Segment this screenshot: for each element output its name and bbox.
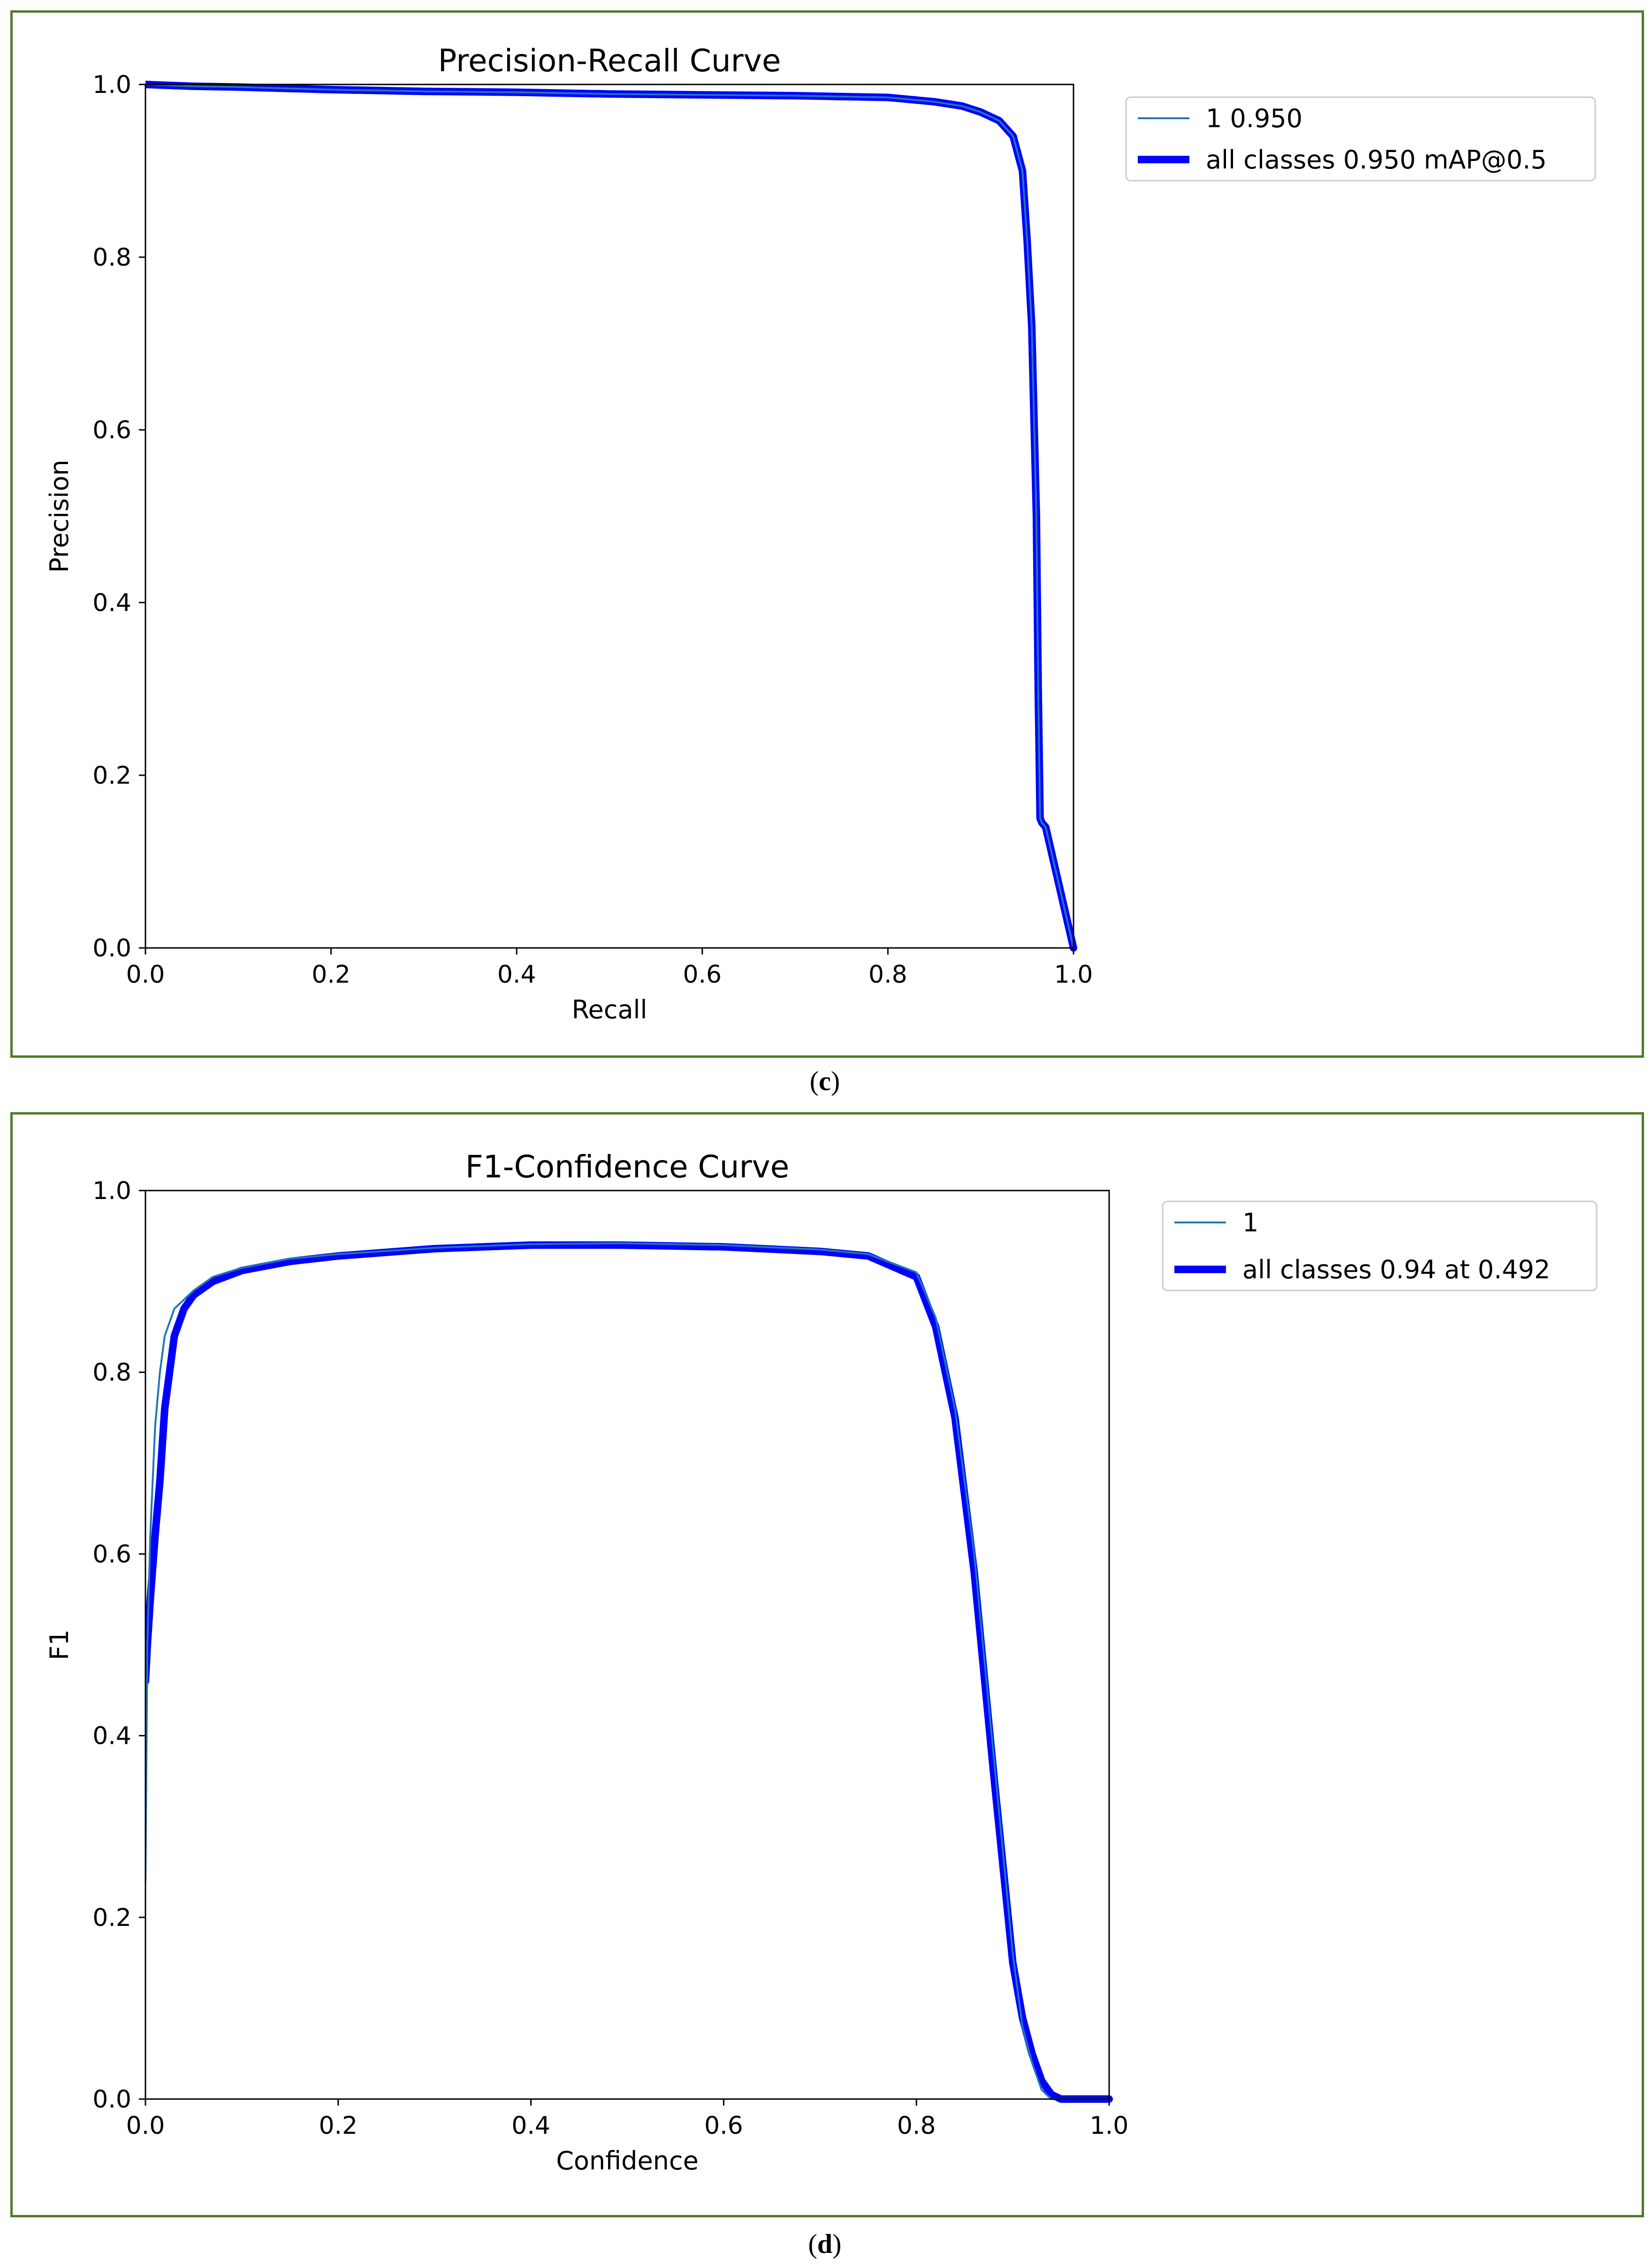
- d-y-tick-label: 0.4: [92, 1722, 131, 1750]
- c-y-tick-label: 1.0: [92, 71, 131, 99]
- d-x-tick-label: 0.2: [319, 2112, 358, 2140]
- f1-curve-chart: F1-Confidence Curve 0.0 0.2 0.4 0.6 0.8 1.0 0.0…: [45, 1149, 1598, 2176]
- d-x-tick-label: 0.4: [511, 2112, 550, 2140]
- d-series-line-0: [145, 1242, 1110, 2100]
- caption-d: (d): [808, 2229, 842, 2259]
- d-y-tick-label: 0.0: [92, 2085, 131, 2114]
- c-y-tick-label: 0.2: [92, 762, 131, 790]
- c-y-tick-label: 0.6: [92, 416, 131, 444]
- d-y-tick-label: 0.8: [92, 1359, 131, 1387]
- c-y-tick-label: 0.0: [92, 934, 131, 962]
- d-y-tick-label: 0.6: [92, 1540, 131, 1568]
- d-legend-label-0: 1: [1242, 1208, 1258, 1237]
- caption-c-letter: c: [819, 1066, 831, 1096]
- c-x-tick-label: 0.2: [312, 961, 350, 989]
- c-x-tick-label: 0.8: [868, 961, 907, 989]
- d-legend-box: [1162, 1200, 1598, 1291]
- c-series-line-1: [145, 81, 1077, 952]
- c-x-tick-label: 0.6: [683, 961, 722, 989]
- c-legend: 1 0.950 all classes 0.950 mAP@0.5: [1125, 96, 1596, 182]
- c-x-tick-label: 0.0: [126, 961, 165, 989]
- c-legend-label-0: 1 0.950: [1206, 104, 1302, 133]
- d-legend-label-1: all classes 0.94 at 0.492: [1242, 1255, 1550, 1284]
- c-y-tick-label: 0.8: [92, 244, 131, 272]
- c-legend-label-1: all classes 0.950 mAP@0.5: [1206, 145, 1547, 175]
- d-plot-frame: [145, 1190, 1110, 2100]
- c-series-line-0: [145, 84, 1074, 949]
- d-chart-title: F1-Confidence Curve: [465, 1149, 790, 1185]
- caption-c: (c): [809, 1066, 840, 1096]
- c-x-axis-label: Recall: [571, 995, 647, 1024]
- d-y-tick-label: 1.0: [92, 1177, 131, 1205]
- c-legend-box: [1125, 96, 1596, 182]
- d-legend: 1 all classes 0.94 at 0.492: [1162, 1200, 1598, 1291]
- c-y-axis-label: Precision: [45, 460, 74, 573]
- c-plot-frame: [145, 84, 1074, 949]
- f1-curve-panel: F1-Confidence Curve 0.0 0.2 0.4 0.6 0.8 1.0 0.0…: [10, 1112, 1644, 2217]
- pr-curve-chart: Precision-Recall Curve 0.0 0.2 0.4 0.6 0.8 1.0…: [45, 43, 1596, 1024]
- c-x-tick-label: 0.4: [497, 961, 536, 989]
- c-x-tick-label: 1.0: [1054, 961, 1093, 989]
- pr-curve-panel: Precision-Recall Curve 0.0 0.2 0.4 0.6 0.8 1.0…: [10, 10, 1644, 1058]
- caption-d-letter: d: [817, 2229, 833, 2259]
- d-series-line-1: [145, 1241, 1113, 2103]
- c-y-tick-label: 0.4: [92, 589, 131, 617]
- d-x-axis-label: Confidence: [556, 2146, 699, 2176]
- d-y-tick-label: 0.2: [92, 1904, 131, 1932]
- c-chart-title: Precision-Recall Curve: [438, 43, 781, 79]
- d-x-tick-label: 0.8: [897, 2112, 936, 2140]
- d-x-tick-label: 1.0: [1090, 2112, 1129, 2140]
- d-y-axis-label: F1: [45, 1629, 74, 1660]
- d-x-tick-label: 0.0: [126, 2112, 165, 2140]
- d-x-tick-label: 0.6: [704, 2112, 743, 2140]
